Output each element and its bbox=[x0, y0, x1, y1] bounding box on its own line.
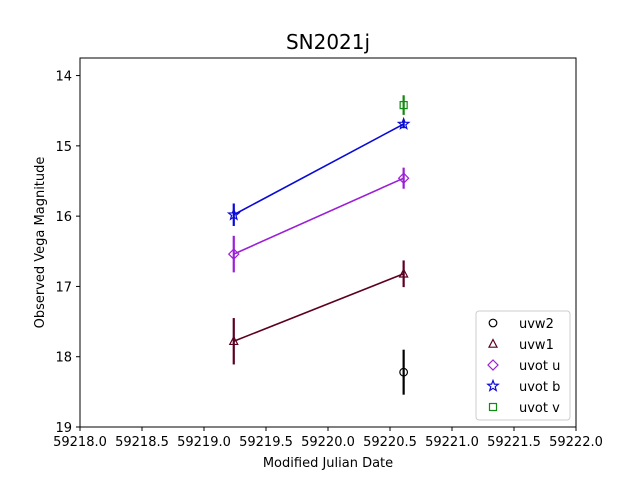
series-uvw2 bbox=[399, 349, 409, 395]
x-tick-label: 59221.0 bbox=[425, 435, 479, 450]
chart-title: SN2021j bbox=[286, 30, 370, 54]
series-uvw1 bbox=[228, 260, 409, 365]
legend-marker bbox=[486, 378, 500, 392]
data-point bbox=[227, 248, 240, 260]
y-tick-label: 14 bbox=[55, 70, 72, 85]
series-uvot-v bbox=[399, 95, 408, 115]
x-tick-label: 59219.5 bbox=[239, 435, 293, 450]
y-tick-label: 19 bbox=[55, 421, 72, 436]
legend-marker bbox=[488, 402, 498, 412]
legend-label: uvw2 bbox=[519, 317, 554, 332]
x-tick-label: 59219.0 bbox=[177, 435, 231, 450]
legend-marker bbox=[488, 318, 498, 328]
y-axis: 14 15 16 17 18 19 bbox=[55, 70, 80, 436]
legend-marker bbox=[487, 359, 499, 371]
data-point bbox=[226, 207, 241, 221]
legend-marker bbox=[488, 338, 498, 348]
plot-area bbox=[226, 95, 411, 395]
data-point bbox=[228, 335, 239, 346]
data-point bbox=[399, 367, 409, 377]
legend-label: uvot v bbox=[519, 401, 560, 416]
y-tick-label: 17 bbox=[55, 280, 72, 295]
x-tick-label: 59220.5 bbox=[363, 435, 417, 450]
x-axis: 59218.0 59218.5 59219.0 59219.5 59220.0 59220… bbox=[53, 427, 603, 450]
x-tick-label: 59218.5 bbox=[115, 435, 169, 450]
y-tick-label: 15 bbox=[55, 140, 72, 155]
legend-label: uvw1 bbox=[519, 338, 554, 353]
series-uvot-u bbox=[227, 167, 410, 273]
series-uvot-b bbox=[226, 116, 411, 226]
x-tick-label: 59222.0 bbox=[549, 435, 603, 450]
series-line bbox=[233, 123, 405, 216]
data-point bbox=[398, 267, 409, 278]
x-tick-label: 59218.0 bbox=[53, 435, 107, 450]
x-axis-label: Modified Julian Date bbox=[263, 456, 393, 471]
y-tick-label: 18 bbox=[55, 351, 72, 366]
data-point bbox=[399, 100, 408, 110]
x-tick-label: 59221.5 bbox=[487, 435, 541, 450]
legend-label: uvot u bbox=[519, 359, 560, 374]
legend-label: uvot b bbox=[519, 380, 560, 395]
series-line bbox=[233, 177, 404, 255]
legend: uvw2 uvw1 uvot u uvot b uvot v bbox=[475, 310, 571, 421]
data-point bbox=[397, 172, 410, 185]
data-point bbox=[396, 116, 411, 130]
y-tick-label: 16 bbox=[55, 210, 72, 225]
legend-frame bbox=[475, 310, 571, 421]
y-axis-label: Observed Vega Magnitude bbox=[33, 157, 48, 329]
x-tick-label: 59220.0 bbox=[301, 435, 355, 450]
series-line bbox=[233, 273, 404, 342]
